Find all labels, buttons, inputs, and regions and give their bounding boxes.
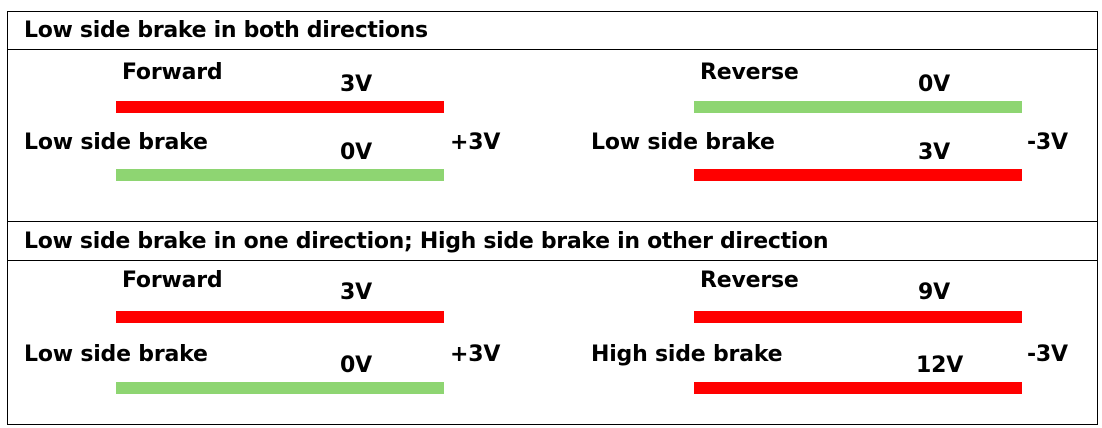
- brake-voltage-bar: [116, 382, 444, 394]
- forward-voltage-bar: [116, 101, 444, 113]
- section-1-title: Low side brake in both directions: [24, 18, 428, 43]
- voltage-difference: +3V: [450, 342, 501, 367]
- brake-voltage: 0V: [340, 353, 372, 378]
- diagram-frame: [7, 11, 1098, 425]
- section-2-title: Low side brake in one direction; High si…: [24, 229, 829, 254]
- forward-voltage: 3V: [340, 72, 372, 97]
- section-divider: [7, 221, 1098, 222]
- voltage-difference: -3V: [1027, 130, 1068, 155]
- reverse-label: Reverse: [700, 60, 799, 85]
- forward-voltage: 3V: [340, 280, 372, 305]
- section-2-title-divider: [7, 260, 1098, 261]
- reverse-voltage-bar: [694, 311, 1022, 323]
- brake-label: Low side brake: [24, 130, 208, 155]
- brake-label: Low side brake: [591, 130, 775, 155]
- reverse-voltage-bar: [694, 101, 1022, 113]
- brake-label: High side brake: [591, 342, 783, 367]
- forward-voltage-bar: [116, 311, 444, 323]
- reverse-voltage: 0V: [918, 72, 950, 97]
- forward-label: Forward: [122, 60, 223, 85]
- reverse-voltage: 9V: [918, 280, 950, 305]
- brake-label: Low side brake: [24, 342, 208, 367]
- voltage-difference: +3V: [450, 130, 501, 155]
- forward-label: Forward: [122, 268, 223, 293]
- brake-voltage: 12V: [916, 353, 964, 378]
- voltage-difference: -3V: [1027, 342, 1068, 367]
- brake-voltage-bar: [694, 382, 1022, 394]
- section-1-title-divider: [7, 49, 1098, 50]
- brake-voltage-bar: [116, 169, 444, 181]
- brake-voltage: 3V: [918, 140, 950, 165]
- brake-voltage: 0V: [340, 140, 372, 165]
- brake-voltage-bar: [694, 169, 1022, 181]
- reverse-label: Reverse: [700, 268, 799, 293]
